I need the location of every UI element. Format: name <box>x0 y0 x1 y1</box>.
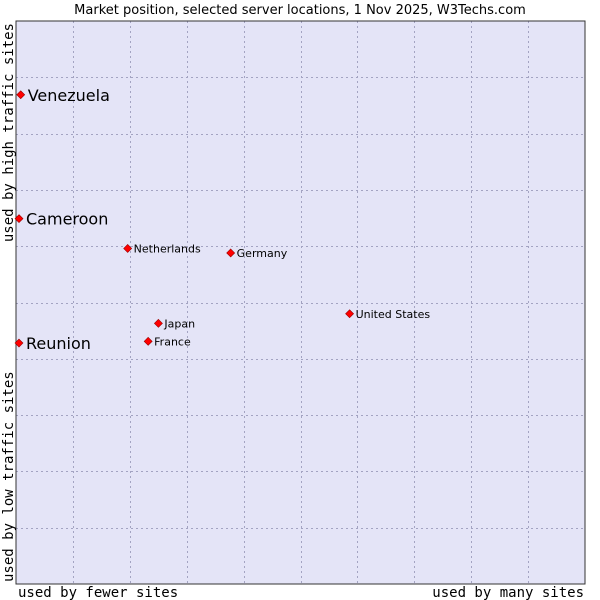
label-cameroon: Cameroon <box>26 210 108 229</box>
label-reunion: Reunion <box>26 334 91 353</box>
chart-title: Market position, selected server locatio… <box>74 3 526 18</box>
label-united-states: United States <box>356 308 431 321</box>
label-venezuela: Venezuela <box>28 86 110 105</box>
point-united-states: United States <box>345 308 431 321</box>
x-axis-label-right: used by many sites <box>432 585 584 600</box>
marker-france <box>143 336 153 346</box>
grid <box>16 21 585 584</box>
x-axis-label-left: used by fewer sites <box>18 585 178 600</box>
label-japan: Japan <box>163 317 195 330</box>
marker-japan <box>153 318 163 328</box>
point-netherlands: Netherlands <box>123 242 201 255</box>
marker-venezuela <box>16 90 26 100</box>
label-france: France <box>154 335 191 348</box>
y-axis-label-top: used by high traffic sites <box>1 23 17 242</box>
plot-border <box>15 20 586 585</box>
point-germany: Germany <box>226 247 288 260</box>
label-netherlands: Netherlands <box>134 242 201 255</box>
point-japan: Japan <box>153 317 195 330</box>
marker-united-states <box>345 309 355 319</box>
plot-area <box>16 21 585 584</box>
marker-germany <box>226 248 236 258</box>
marker-cameroon <box>14 214 24 224</box>
y-axis-label-bottom: used by low traffic sites <box>1 371 17 582</box>
label-germany: Germany <box>237 247 288 260</box>
marker-netherlands <box>123 244 133 253</box>
data-points: Venezuela Cameroon Reunion Netherlands Germa… <box>14 86 431 353</box>
marker-reunion <box>14 338 24 348</box>
point-reunion: Reunion <box>14 334 91 353</box>
point-france: France <box>143 335 191 348</box>
point-venezuela: Venezuela <box>16 86 110 105</box>
point-cameroon: Cameroon <box>14 210 108 229</box>
